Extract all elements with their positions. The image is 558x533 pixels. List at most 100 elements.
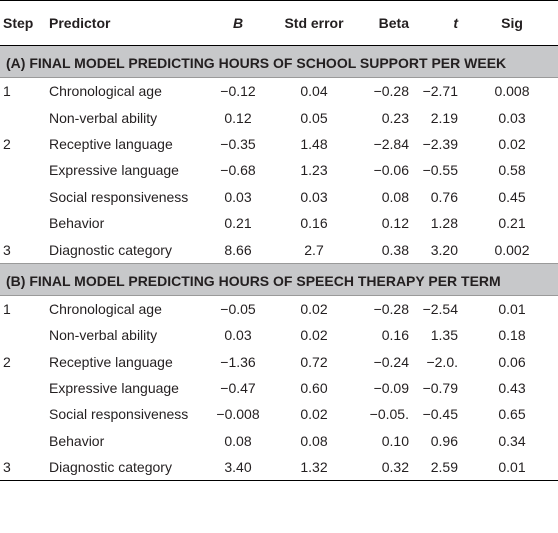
cell-predictor: Expressive language bbox=[49, 380, 179, 397]
table-row: Social responsiveness −0.008 0.02 −0.05. −0.… bbox=[0, 401, 558, 427]
cell-step bbox=[0, 322, 45, 348]
section-title: (B) FINAL MODEL PREDICTING HOURS OF SPEE… bbox=[0, 262, 558, 296]
cell-predictor: Receptive language bbox=[49, 135, 173, 152]
cell-std-error: 0.16 bbox=[300, 215, 328, 232]
cell-std-error: 0.02 bbox=[300, 406, 328, 423]
section-title: (A) FINAL MODEL PREDICTING HOURS OF SCHO… bbox=[0, 45, 558, 78]
cell-predictor: Chronological age bbox=[49, 83, 162, 100]
cell-step: 1 bbox=[3, 300, 11, 317]
cell-step bbox=[0, 184, 45, 210]
cell-b: −0.12 bbox=[220, 83, 256, 100]
cell-b: −0.35 bbox=[220, 135, 256, 152]
cell-step: 3 bbox=[3, 241, 11, 258]
cell-t: 0.96 bbox=[430, 432, 458, 449]
cell-std-error: 0.05 bbox=[300, 109, 328, 126]
table-row: Non-verbal ability 0.12 0.05 0.23 2.19 0.03 bbox=[0, 104, 558, 130]
cell-std-error: 0.60 bbox=[300, 380, 328, 397]
cell-t: −0.79 bbox=[422, 380, 458, 397]
cell-beta: −0.09 bbox=[373, 380, 409, 397]
cell-beta: 0.38 bbox=[381, 241, 409, 258]
cell-step bbox=[0, 401, 45, 427]
cell-b: 0.03 bbox=[224, 327, 252, 344]
cell-t: 1.35 bbox=[430, 327, 458, 344]
table-row: 1 Chronological age −0.05 0.02 −0.28 −2.54 0.0… bbox=[0, 295, 558, 322]
cell-beta: 0.16 bbox=[381, 327, 409, 344]
cell-sig: 0.34 bbox=[498, 432, 526, 449]
cell-beta: 0.23 bbox=[381, 109, 409, 126]
cell-beta: 0.32 bbox=[359, 454, 411, 482]
cell-sig: 0.43 bbox=[498, 380, 526, 397]
cell-beta: 0.12 bbox=[381, 215, 409, 232]
cell-predictor: Receptive language bbox=[49, 353, 173, 370]
cell-b: −0.05 bbox=[220, 300, 256, 317]
table-row: Behavior 0.21 0.16 0.12 1.28 0.21 bbox=[0, 210, 558, 236]
cell-std-error: 0.08 bbox=[300, 432, 328, 449]
cell-sig: 0.45 bbox=[498, 188, 526, 205]
cell-beta: 0.10 bbox=[381, 432, 409, 449]
header-step: Step bbox=[0, 0, 45, 46]
cell-predictor: Social responsiveness bbox=[49, 188, 189, 205]
regression-table: Step Predictor B Std error Beta t Sig (A… bbox=[0, 0, 558, 482]
cell-b: 0.08 bbox=[224, 432, 252, 449]
section-header: (B) FINAL MODEL PREDICTING HOURS OF SPEE… bbox=[0, 262, 558, 296]
cell-t: −2.54 bbox=[422, 300, 458, 317]
cell-t: 1.28 bbox=[430, 215, 458, 232]
table-row: 3 Diagnostic category 8.66 2.7 0.38 3.20 0.002 bbox=[0, 236, 558, 263]
cell-step bbox=[0, 210, 45, 236]
cell-beta: −0.28 bbox=[373, 300, 409, 317]
cell-t: −2.71 bbox=[422, 83, 458, 100]
cell-predictor: Expressive language bbox=[49, 162, 179, 179]
cell-sig: 0.18 bbox=[498, 327, 526, 344]
cell-std-error: 0.04 bbox=[300, 83, 328, 100]
cell-t: 0.76 bbox=[430, 188, 458, 205]
section-b: (B) FINAL MODEL PREDICTING HOURS OF SPEE… bbox=[0, 262, 558, 482]
cell-step bbox=[0, 104, 45, 130]
section-a: (A) FINAL MODEL PREDICTING HOURS OF SCHO… bbox=[0, 45, 558, 264]
cell-step bbox=[0, 375, 45, 401]
cell-b: −0.47 bbox=[220, 380, 256, 397]
cell-predictor: Social responsiveness bbox=[49, 406, 189, 423]
cell-t: −0.45 bbox=[422, 406, 458, 423]
cell-sig: 0.65 bbox=[498, 406, 526, 423]
cell-step bbox=[0, 428, 45, 454]
table-header: Step Predictor B Std error Beta t Sig bbox=[0, 0, 558, 46]
header-sig: Sig bbox=[466, 0, 558, 46]
cell-std-error: 2.7 bbox=[304, 241, 324, 258]
cell-std-error: 0.02 bbox=[300, 300, 328, 317]
cell-beta: −0.06 bbox=[373, 162, 409, 179]
cell-t: −0.55 bbox=[422, 162, 458, 179]
cell-b: 0.21 bbox=[224, 215, 252, 232]
cell-std-error: 1.48 bbox=[300, 135, 328, 152]
cell-b: −0.68 bbox=[220, 162, 256, 179]
cell-t: −2.39 bbox=[422, 135, 458, 152]
cell-b: 8.66 bbox=[224, 241, 252, 258]
cell-beta: −2.84 bbox=[373, 135, 409, 152]
cell-b: 3.40 bbox=[207, 454, 269, 482]
table-row: Expressive language −0.47 0.60 −0.09 −0.79 0.… bbox=[0, 375, 558, 401]
table-row: 2 Receptive language −0.35 1.48 −2.84 −2.39 0.… bbox=[0, 131, 558, 157]
cell-sig: 0.06 bbox=[498, 353, 526, 370]
cell-sig: 0.03 bbox=[498, 109, 526, 126]
table-row: Behavior 0.08 0.08 0.10 0.96 0.34 bbox=[0, 428, 558, 454]
cell-sig: 0.008 bbox=[494, 83, 530, 100]
header-t: t bbox=[411, 0, 466, 46]
section-header: (A) FINAL MODEL PREDICTING HOURS OF SCHO… bbox=[0, 45, 558, 78]
cell-t: 2.19 bbox=[430, 109, 458, 126]
cell-b: −0.008 bbox=[216, 406, 260, 423]
table-row: Expressive language −0.68 1.23 −0.06 −0.55 0.… bbox=[0, 157, 558, 183]
cell-b: −1.36 bbox=[220, 353, 256, 370]
cell-beta: −0.24 bbox=[373, 353, 409, 370]
cell-sig: 0.002 bbox=[494, 241, 530, 258]
cell-sig: 0.02 bbox=[498, 135, 526, 152]
cell-predictor: Behavior bbox=[49, 215, 105, 232]
cell-sig: 0.01 bbox=[498, 300, 526, 317]
table-row: 2 Receptive language −1.36 0.72 −0.24 −2.0. 0.… bbox=[0, 349, 558, 375]
header-beta: Beta bbox=[359, 0, 411, 46]
cell-predictor: Non-verbal ability bbox=[49, 327, 158, 344]
cell-beta: 0.08 bbox=[381, 188, 409, 205]
cell-std-error: 1.23 bbox=[300, 162, 328, 179]
cell-b: 0.03 bbox=[224, 188, 252, 205]
table-row: 3 Diagnostic category 3.40 1.32 0.32 2.59 0.01 bbox=[0, 454, 558, 482]
header-std-error: Std error bbox=[269, 0, 359, 46]
cell-step: 1 bbox=[3, 83, 11, 100]
